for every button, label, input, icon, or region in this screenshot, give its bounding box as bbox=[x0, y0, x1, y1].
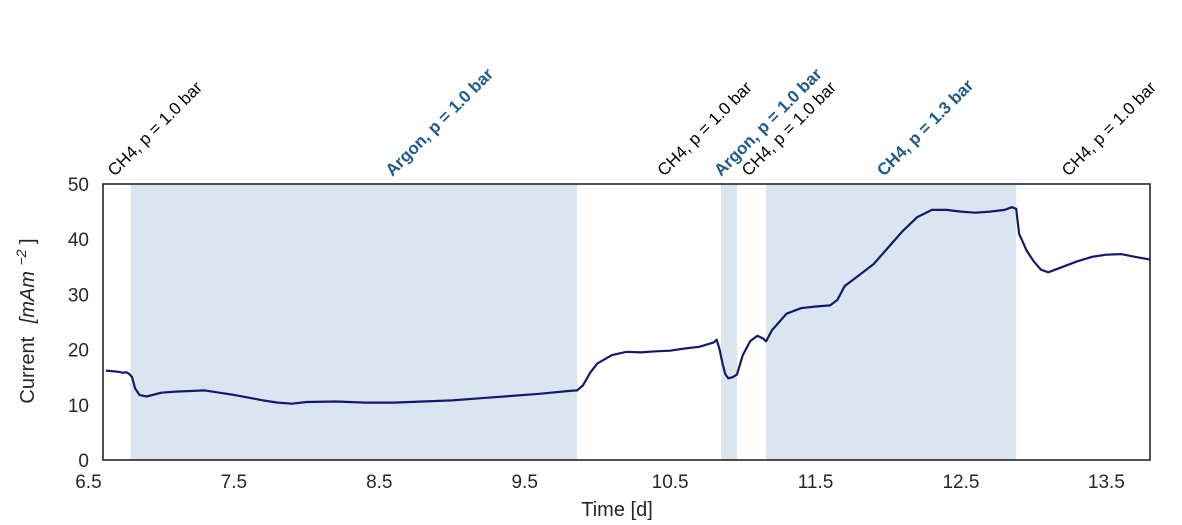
series-line-0 bbox=[105, 206, 1151, 405]
y-axis-label-unit: [mAm bbox=[17, 271, 39, 324]
x-axis-label: Time [d] bbox=[581, 499, 653, 521]
y-axis-label-superscript: −2 bbox=[13, 249, 29, 265]
series-layer bbox=[105, 206, 1151, 405]
y-axis-label: Current [mAm −2 ] bbox=[9, 238, 39, 403]
x-tick-label-1: 7.5 bbox=[221, 472, 247, 493]
x-tick-label-3: 9.5 bbox=[511, 472, 537, 493]
shaded-region-0 bbox=[130, 184, 578, 460]
y-tick-label-0: 0 bbox=[78, 451, 89, 472]
shaded-regions bbox=[130, 184, 1017, 460]
shaded-region-2 bbox=[766, 184, 1017, 460]
phase-label-0: CH4, p = 1.0 bar bbox=[104, 78, 206, 180]
phase-label-1: Argon, p = 1.0 bar bbox=[382, 64, 498, 180]
y-tick-label-1: 10 bbox=[68, 396, 89, 417]
x-tick-label-5: 11.5 bbox=[798, 472, 834, 493]
y-axis-label-close: ] bbox=[17, 238, 39, 244]
phase-label-6: CH4, p = 1.0 bar bbox=[1058, 78, 1160, 180]
x-tick-label-7: 13.5 bbox=[1088, 472, 1125, 493]
y-tick-label-4: 40 bbox=[68, 230, 89, 251]
y-ticks: 0 10 20 30 40 50 bbox=[68, 175, 89, 472]
shaded-region-1 bbox=[721, 184, 738, 460]
y-tick-label-3: 30 bbox=[68, 285, 89, 306]
plot-frame bbox=[102, 183, 1151, 461]
x-tick-label-4: 10.5 bbox=[652, 472, 689, 493]
x-tick-label-2: 8.5 bbox=[366, 472, 392, 493]
phase-labels: CH4, p = 1.0 bar Argon, p = 1.0 bar CH4, p… bbox=[104, 64, 1160, 180]
x-tick-label-6: 12.5 bbox=[942, 472, 979, 493]
y-tick-label-2: 20 bbox=[68, 341, 89, 362]
phase-label-5: CH4, p = 1.3 bar bbox=[873, 76, 977, 180]
x-ticks: 6.5 7.5 8.5 9.5 10.5 11.5 12.5 13.5 bbox=[75, 472, 1125, 493]
y-axis-label-main: Current bbox=[17, 336, 39, 403]
y-tick-label-5: 50 bbox=[68, 175, 89, 196]
x-tick-label-0: 6.5 bbox=[75, 472, 101, 493]
